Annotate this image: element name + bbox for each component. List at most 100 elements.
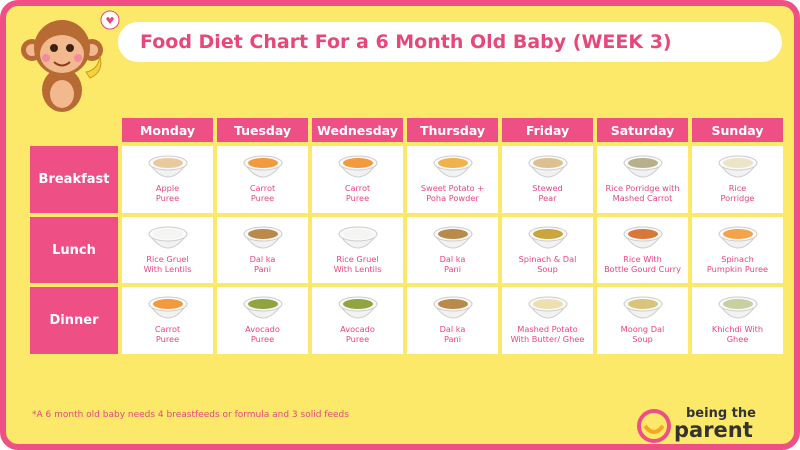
food-label: Khichdi With xyxy=(711,324,764,334)
food-label: Mashed Carrot xyxy=(612,193,673,203)
food-cell: Moong Dal Soup xyxy=(597,287,688,354)
food-label: Pani xyxy=(443,264,462,274)
food-image xyxy=(622,296,663,319)
food-cell: Avocado Puree xyxy=(312,287,403,354)
food-image xyxy=(242,226,283,249)
food-image xyxy=(242,296,283,319)
food-label: Puree xyxy=(250,334,275,344)
food-image xyxy=(717,296,758,319)
food-label: With Butter/ Ghee xyxy=(510,334,585,344)
food-cell: Spinach & Dal Soup xyxy=(502,217,593,283)
food-image xyxy=(337,226,378,249)
food-label: Rice xyxy=(728,183,747,193)
food-label: Bottle Gourd Curry xyxy=(604,264,681,274)
food-label: Dal ka xyxy=(249,254,276,264)
food-cell: Dal ka Pani xyxy=(407,287,498,354)
title: Food Diet Chart For a 6 Month Old Baby (… xyxy=(118,22,782,62)
food-image xyxy=(337,155,378,178)
food-label: Pear xyxy=(538,193,557,203)
food-label: Puree xyxy=(155,334,180,344)
food-label: Rice Gruel xyxy=(146,254,189,264)
food-label: Carrot xyxy=(249,183,276,193)
footnote: *A 6 month old baby needs 4 breastfeeds … xyxy=(32,410,349,420)
food-label: Avocado xyxy=(340,324,375,334)
food-label: Rice Gruel xyxy=(336,254,379,264)
food-label: With Lentils xyxy=(143,264,192,274)
day-header: Monday xyxy=(122,118,213,142)
food-cell: Rice Gruel With Lentils xyxy=(312,217,403,283)
food-label: Avocado xyxy=(245,324,280,334)
food-label: Soup xyxy=(632,334,653,344)
food-image xyxy=(432,155,473,178)
food-label: Puree xyxy=(345,193,370,203)
food-label: Rice Porridge with xyxy=(605,183,680,193)
food-label: Spinach & Dal xyxy=(518,254,577,264)
food-image xyxy=(337,296,378,319)
food-label: Ghee xyxy=(726,334,749,344)
food-label: Spinach xyxy=(721,254,754,264)
logo-icon xyxy=(637,409,671,443)
food-cell: Rice With Bottle Gourd Curry xyxy=(597,217,688,283)
day-header: Friday xyxy=(502,118,593,142)
food-cell: Carrot Puree xyxy=(122,287,213,354)
food-label: Moong Dal xyxy=(620,324,665,334)
food-image xyxy=(622,155,663,178)
diet-table: Monday Tuesday Wednesday Thursday Friday Satu… xyxy=(30,118,783,354)
meal-label: Breakfast xyxy=(30,146,118,213)
food-cell: Avocado Puree xyxy=(217,287,308,354)
corner-spacer xyxy=(30,118,118,142)
food-cell: Apple Puree xyxy=(122,146,213,213)
food-image xyxy=(147,296,188,319)
food-label: Dal ka xyxy=(439,254,466,264)
food-image xyxy=(622,226,663,249)
food-label: Pani xyxy=(253,264,272,274)
food-image xyxy=(527,155,568,178)
food-label: Apple xyxy=(155,183,180,193)
food-label: Porridge xyxy=(720,193,755,203)
logo-text: being the xyxy=(686,406,756,421)
logo-text: parent xyxy=(674,418,753,442)
food-label: Carrot xyxy=(344,183,371,193)
food-cell: Carrot Puree xyxy=(217,146,308,213)
food-label: Pani xyxy=(443,334,462,344)
food-cell: Khichdi With Ghee xyxy=(692,287,783,354)
food-label: Rice With xyxy=(623,254,662,264)
food-image xyxy=(147,226,188,249)
food-image xyxy=(527,296,568,319)
food-label: Mashed Potato xyxy=(517,324,578,334)
monkey-illustration xyxy=(21,10,120,112)
food-label: Pumpkin Puree xyxy=(706,264,769,274)
food-cell: Rice Gruel With Lentils xyxy=(122,217,213,283)
meal-label: Lunch xyxy=(30,217,118,283)
meal-label: Dinner xyxy=(30,287,118,354)
food-label: Dal ka xyxy=(439,324,466,334)
food-label: Puree xyxy=(250,193,275,203)
food-cell: Sweet Potato + Poha Powder xyxy=(407,146,498,213)
food-label: Poha Powder xyxy=(426,193,479,203)
food-image xyxy=(717,226,758,249)
day-header: Thursday xyxy=(407,118,498,142)
food-label: Puree xyxy=(155,193,180,203)
food-label: Soup xyxy=(537,264,558,274)
food-image xyxy=(432,226,473,249)
food-label: Sweet Potato + xyxy=(420,183,485,193)
food-cell: Spinach Pumpkin Puree xyxy=(692,217,783,283)
food-cell: Stewed Pear xyxy=(502,146,593,213)
day-header: Tuesday xyxy=(217,118,308,142)
day-header: Wednesday xyxy=(312,118,403,142)
food-cell: Dal ka Pani xyxy=(407,217,498,283)
food-image xyxy=(147,155,188,178)
food-image xyxy=(717,155,758,178)
food-image xyxy=(432,296,473,319)
food-cell: Rice Porridge with Mashed Carrot xyxy=(597,146,688,213)
food-label: Carrot xyxy=(154,324,181,334)
food-image xyxy=(527,226,568,249)
food-cell: Mashed Potato With Butter/ Ghee xyxy=(502,287,593,354)
food-cell: Dal ka Pani xyxy=(217,217,308,283)
food-cell: Carrot Puree xyxy=(312,146,403,213)
food-label: With Lentils xyxy=(333,264,382,274)
day-header: Sunday xyxy=(692,118,783,142)
food-label: Stewed xyxy=(532,183,563,193)
food-label: Puree xyxy=(345,334,370,344)
